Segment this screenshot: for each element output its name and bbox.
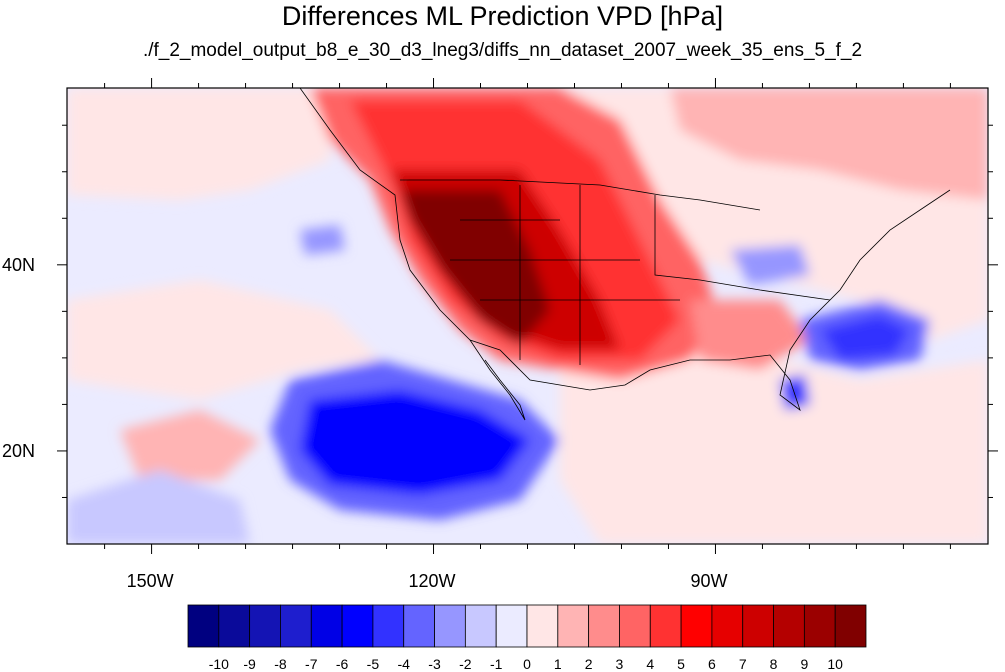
colorbar-swatch	[557, 604, 590, 648]
difference-field	[67, 88, 988, 544]
lon-label: 120W	[408, 571, 456, 591]
colorbar-label: -5	[366, 656, 380, 672]
colorbar-swatch	[680, 604, 713, 648]
colorbar-label: -1	[489, 656, 503, 672]
colorbar-swatch	[341, 604, 374, 648]
colorbar-swatch	[310, 604, 343, 648]
colorbar-label: 6	[708, 656, 716, 672]
colorbar-swatch	[834, 604, 867, 648]
colorbar-swatch	[526, 604, 559, 648]
colorbar-label: -6	[335, 656, 349, 672]
lon-label: 90W	[690, 571, 728, 591]
colorbar-label: 4	[646, 656, 655, 672]
colorbar-label: -7	[305, 656, 318, 672]
colorbar-swatch	[803, 604, 836, 648]
colorbar-label: -9	[243, 656, 256, 672]
colorbar-swatch	[434, 604, 466, 648]
colorbar-swatch	[711, 604, 744, 648]
colorbar-label: -4	[397, 656, 410, 672]
lat-label: 40N	[2, 254, 36, 275]
lat-label: 20N	[2, 440, 36, 461]
colorbar-label: -3	[428, 656, 441, 672]
colorbar-swatch	[403, 604, 435, 648]
colorbar-swatch	[218, 604, 251, 648]
colorbar-swatch	[619, 604, 651, 648]
colorbar-swatch	[588, 604, 620, 648]
colorbar-swatch	[773, 604, 805, 648]
colorbar	[187, 604, 867, 648]
colorbar-label: 1	[553, 656, 562, 672]
colorbar-swatch	[742, 604, 774, 648]
colorbar-swatch	[372, 604, 405, 648]
axis-ticks	[57, 78, 998, 554]
coastlines	[299, 88, 951, 421]
colorbar-swatch	[495, 604, 528, 648]
colorbar-swatch	[249, 604, 281, 648]
colorbar-label: -10	[208, 656, 229, 672]
colorbar-label: 9	[800, 656, 809, 672]
map-area	[67, 88, 988, 544]
lon-label: 150W	[126, 571, 174, 591]
colorbar-label: 3	[615, 656, 624, 672]
colorbar-label: 5	[677, 656, 685, 672]
colorbar-swatch	[280, 604, 312, 648]
plot-title: Differences ML Prediction VPD [hPa]	[281, 1, 724, 31]
colorbar-label: 10	[827, 656, 843, 672]
colorbar-label: -2	[459, 656, 472, 672]
colorbar-label: 7	[738, 656, 747, 672]
colorbar-label: -8	[274, 656, 287, 672]
plot-subtitle: ./f_2_model_output_b8_e_30_d3_lneg3/diff…	[142, 40, 863, 61]
colorbar-swatch	[187, 604, 220, 648]
colorbar-label: 2	[584, 656, 593, 672]
colorbar-label: 8	[769, 656, 778, 672]
colorbar-swatch	[464, 604, 497, 648]
colorbar-label: 0	[523, 656, 531, 672]
colorbar-swatch	[649, 604, 682, 648]
